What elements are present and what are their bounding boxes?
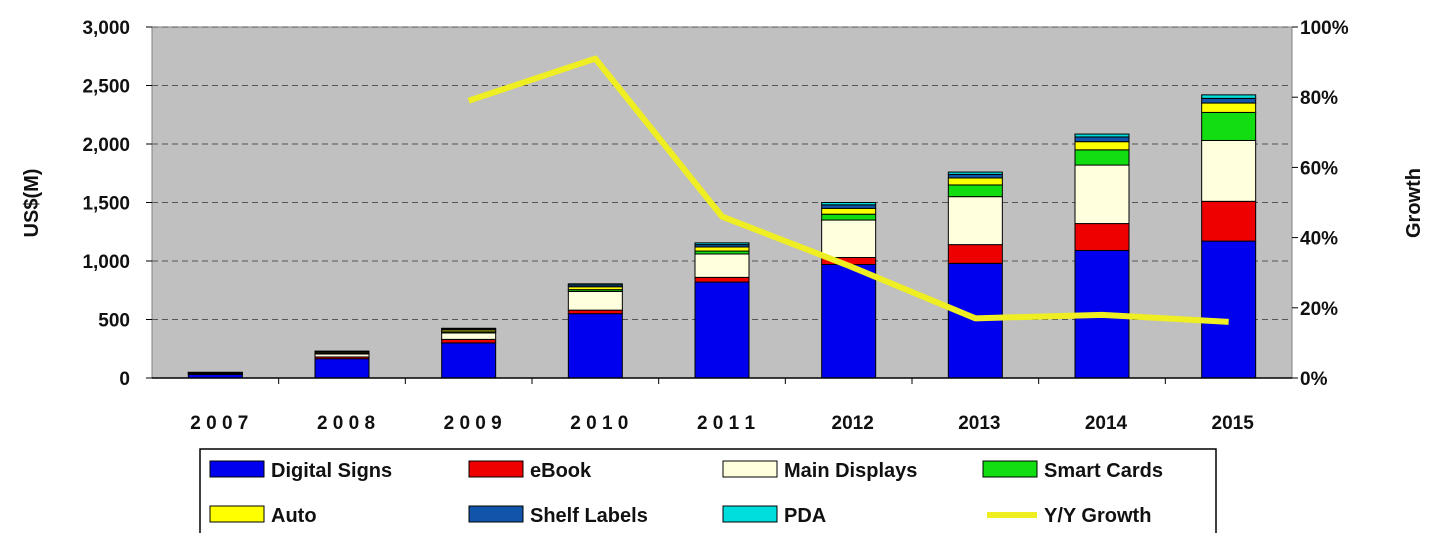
bar-segment xyxy=(568,284,622,285)
bar-segment xyxy=(948,197,1002,245)
legend: Digital Signs eBook Main Displays Smart Car… xyxy=(200,449,1216,533)
bar-segment xyxy=(442,339,496,343)
bar-segment xyxy=(1075,134,1129,137)
legend-label: Shelf Labels xyxy=(530,505,648,527)
y2-tick-label: 20% xyxy=(1300,299,1338,320)
x-tick-label: 2 0 1 1 xyxy=(697,413,756,434)
bar-segment xyxy=(1202,98,1256,103)
bar-segment xyxy=(568,314,622,378)
bar-segment xyxy=(1075,142,1129,150)
legend-swatch xyxy=(469,461,523,477)
y-axis-title: US$(M) xyxy=(21,169,43,238)
bar-segment xyxy=(695,247,749,251)
bar-segment xyxy=(1075,150,1129,165)
bar-segment xyxy=(695,243,749,245)
bar-segment xyxy=(695,282,749,378)
bar-segment xyxy=(1202,201,1256,241)
bar-segment xyxy=(695,254,749,277)
bar-segment xyxy=(948,178,1002,185)
x-tick-label: 2012 xyxy=(832,413,874,434)
legend-swatch xyxy=(210,506,264,522)
bar-segment xyxy=(1075,137,1129,142)
legend-label: Smart Cards xyxy=(1044,460,1163,482)
bar-segment xyxy=(442,343,496,378)
x-axis-ticks: 2 0 0 7 2 0 0 8 2 0 0 9 2 0 1 0 2 0 1 1 2012 2… xyxy=(190,413,1254,434)
y2-tick-label: 60% xyxy=(1300,158,1338,179)
legend-label: Digital Signs xyxy=(271,460,392,482)
x-tick-label: 2 0 0 8 xyxy=(317,413,375,434)
x-tick-label: 2 0 1 0 xyxy=(570,413,628,434)
bar-segment xyxy=(822,214,876,220)
bar-segment xyxy=(568,310,622,314)
bar-segment xyxy=(442,328,496,329)
bar-segment xyxy=(1075,224,1129,251)
y2-tick-label: 100% xyxy=(1300,18,1349,39)
bar-segment xyxy=(822,220,876,257)
legend-swatch xyxy=(723,461,777,477)
y2-tick-label: 40% xyxy=(1300,229,1338,250)
y-tick-label: 500 xyxy=(98,311,130,332)
bar-segment xyxy=(442,333,496,339)
bar-segment xyxy=(1202,140,1256,201)
left-axis-ticks: 0 500 1,000 1,500 2,000 2,500 3,000 xyxy=(82,18,152,390)
y2-axis-title: Growth xyxy=(1403,168,1425,238)
bar-segment xyxy=(315,351,369,352)
bar-segment xyxy=(695,277,749,282)
bar-segment xyxy=(1202,112,1256,140)
legend-swatch xyxy=(723,506,777,522)
legend-swatch xyxy=(210,461,264,477)
bar-segment xyxy=(822,208,876,214)
bar-segment xyxy=(315,359,369,378)
y-tick-label: 2,500 xyxy=(82,77,130,98)
bar-segment xyxy=(1075,165,1129,224)
y2-tick-label: 0% xyxy=(1300,369,1328,390)
bar-segment xyxy=(822,265,876,378)
bar-segment xyxy=(568,291,622,310)
legend-label: Y/Y Growth xyxy=(1044,505,1151,527)
y-tick-label: 2,000 xyxy=(82,135,130,156)
y2-tick-label: 80% xyxy=(1300,88,1338,109)
x-tick-label: 2013 xyxy=(958,413,1000,434)
y-tick-label: 1,000 xyxy=(82,252,130,273)
y-tick-label: 1,500 xyxy=(82,194,130,215)
x-tick-label: 2014 xyxy=(1085,413,1128,434)
right-axis-ticks: 0% 20% 40% 60% 80% 100% xyxy=(1292,18,1349,390)
x-tick-label: 2 0 0 9 xyxy=(444,413,502,434)
bar-segment xyxy=(948,245,1002,264)
legend-label: Main Displays xyxy=(784,460,917,482)
bar-segment xyxy=(948,185,1002,197)
bar-segment xyxy=(1202,103,1256,112)
legend-label: PDA xyxy=(784,505,826,527)
x-tick-label: 2 0 0 7 xyxy=(190,413,248,434)
legend-label: Auto xyxy=(271,505,317,527)
bar-segment xyxy=(1202,95,1256,99)
legend-label: eBook xyxy=(530,460,592,482)
x-tick-label: 2015 xyxy=(1212,413,1255,434)
bar-segment xyxy=(822,203,876,205)
bar-segment xyxy=(822,205,876,209)
legend-swatch xyxy=(469,506,523,522)
bar-segment xyxy=(948,174,1002,178)
legend-swatch xyxy=(983,461,1037,477)
bar-segment xyxy=(1202,241,1256,378)
y-tick-label: 3,000 xyxy=(82,18,130,39)
y-tick-label: 0 xyxy=(119,369,130,390)
bar-segment xyxy=(948,172,1002,174)
